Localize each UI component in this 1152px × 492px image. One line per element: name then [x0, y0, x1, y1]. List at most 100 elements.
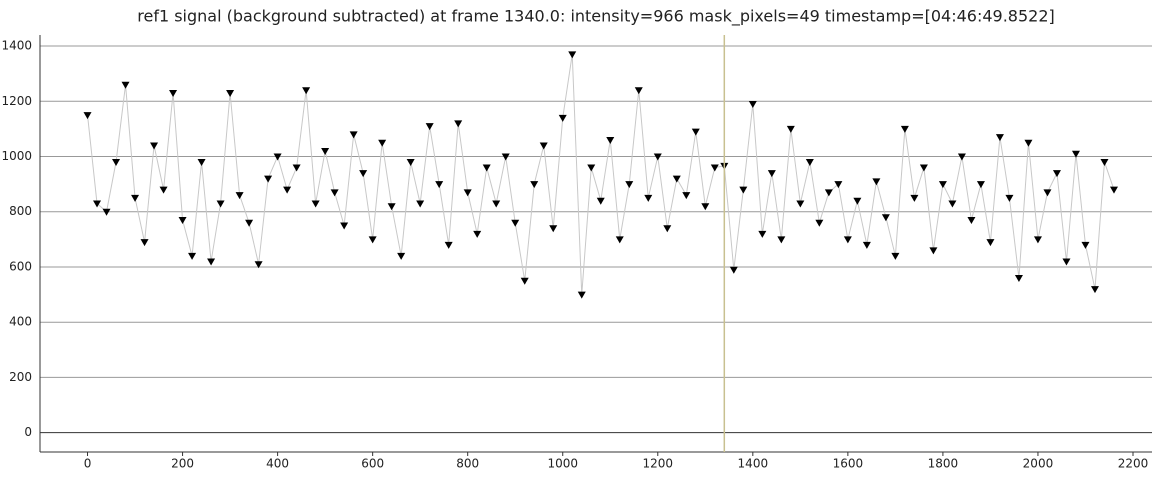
marker	[596, 197, 605, 205]
marker	[207, 258, 216, 266]
marker	[140, 239, 149, 247]
marker	[330, 189, 339, 197]
x-tick-label: 2200	[1118, 457, 1149, 471]
marker	[691, 128, 700, 136]
marker	[1071, 150, 1080, 158]
marker	[558, 114, 567, 122]
marker	[881, 214, 890, 222]
marker	[530, 181, 539, 189]
marker	[159, 186, 168, 194]
marker	[235, 192, 244, 200]
marker	[929, 247, 938, 255]
x-tick-label: 400	[266, 457, 289, 471]
marker	[501, 153, 510, 161]
y-tick-label: 1400	[1, 39, 32, 53]
y-tick-label: 1200	[1, 94, 32, 108]
marker	[311, 200, 320, 208]
marker	[169, 89, 178, 97]
marker	[292, 164, 301, 172]
marker	[83, 112, 92, 120]
marker	[254, 261, 263, 269]
marker	[1081, 241, 1090, 249]
marker	[121, 81, 130, 89]
marker	[131, 194, 140, 202]
marker	[425, 123, 434, 131]
marker	[549, 225, 558, 233]
marker	[976, 181, 985, 189]
marker	[644, 194, 653, 202]
marker	[264, 175, 273, 183]
chart-title: ref1 signal (background subtracted) at f…	[137, 7, 1055, 27]
x-tick-label: 1400	[738, 457, 769, 471]
marker	[520, 277, 529, 285]
marker	[444, 241, 453, 249]
marker	[1062, 258, 1071, 266]
marker	[1090, 286, 1099, 294]
marker	[321, 147, 330, 155]
y-tick-label: 200	[9, 370, 32, 384]
marker	[1109, 186, 1118, 194]
marker	[302, 87, 311, 95]
marker	[539, 142, 548, 150]
marker	[492, 200, 501, 208]
x-tick-label: 1200	[643, 457, 674, 471]
marker	[463, 189, 472, 197]
marker	[986, 239, 995, 247]
marker	[454, 120, 463, 128]
x-tick-label: 0	[84, 457, 92, 471]
marker	[938, 181, 947, 189]
marker	[397, 252, 406, 260]
y-tick-label: 600	[9, 259, 32, 273]
marker	[587, 164, 596, 172]
marker	[672, 175, 681, 183]
marker	[359, 170, 368, 178]
marker	[1005, 194, 1014, 202]
marker	[387, 203, 396, 211]
marker	[701, 203, 710, 211]
marker	[891, 252, 900, 260]
marker	[805, 159, 814, 167]
marker	[1024, 139, 1033, 147]
marker	[824, 189, 833, 197]
marker	[729, 266, 738, 274]
marker	[900, 125, 909, 133]
marker	[283, 186, 292, 194]
y-tick-label: 1000	[1, 149, 32, 163]
y-tick-label: 800	[9, 204, 32, 218]
marker	[273, 153, 282, 161]
marker	[872, 178, 881, 186]
x-tick-label: 800	[456, 457, 479, 471]
marker	[748, 101, 757, 109]
marker	[1043, 189, 1052, 197]
marker	[786, 125, 795, 133]
marker	[815, 219, 824, 227]
marker	[188, 252, 197, 260]
marker	[967, 217, 976, 225]
marker	[1052, 170, 1061, 178]
x-tick-label: 1000	[547, 457, 578, 471]
marker	[93, 200, 102, 208]
y-tick-label: 400	[9, 315, 32, 329]
marker	[1033, 236, 1042, 244]
marker	[378, 139, 387, 147]
marker	[102, 208, 111, 216]
marker	[625, 181, 634, 189]
x-tick-label: 200	[171, 457, 194, 471]
marker	[577, 291, 586, 299]
marker	[568, 51, 577, 59]
x-tick-label: 1800	[928, 457, 959, 471]
marker	[112, 159, 121, 167]
marker	[1100, 159, 1109, 167]
marker	[957, 153, 966, 161]
marker	[511, 219, 520, 227]
marker	[739, 186, 748, 194]
marker	[435, 181, 444, 189]
marker	[178, 217, 187, 225]
marker	[777, 236, 786, 244]
y-tick-label: 0	[24, 425, 32, 439]
marker	[919, 164, 928, 172]
marker	[226, 89, 235, 97]
marker	[615, 236, 624, 244]
marker	[796, 200, 805, 208]
marker	[473, 230, 482, 238]
